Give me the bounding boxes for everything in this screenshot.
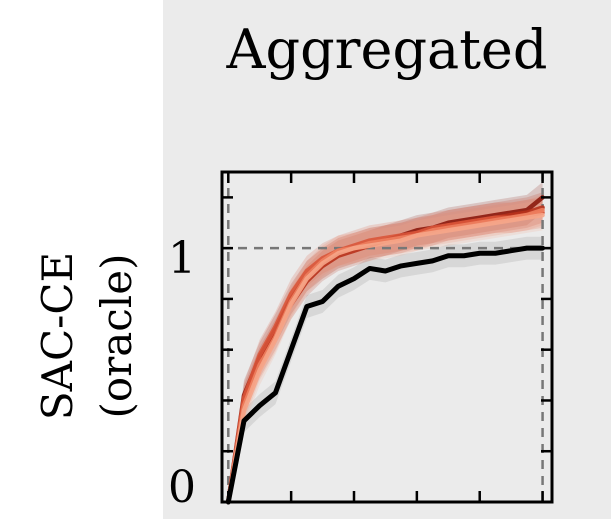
series-line-5 <box>226 212 545 505</box>
band-series-0 <box>228 236 543 502</box>
chart-title: Aggregated <box>226 18 548 81</box>
y-tick-label-0: 0 <box>168 462 196 513</box>
axis-ticks <box>222 172 552 504</box>
y-axis-label-line-2: (oracle) <box>92 254 141 419</box>
series-line-3 <box>226 210 545 505</box>
y-axis-label-line-1: SAC-CE <box>33 252 82 420</box>
series-lines <box>225 195 546 505</box>
band-series-1 <box>228 182 543 502</box>
series-line-0 <box>225 245 546 505</box>
plot-frame <box>220 170 554 504</box>
y-tick-label-1: 1 <box>168 233 196 284</box>
